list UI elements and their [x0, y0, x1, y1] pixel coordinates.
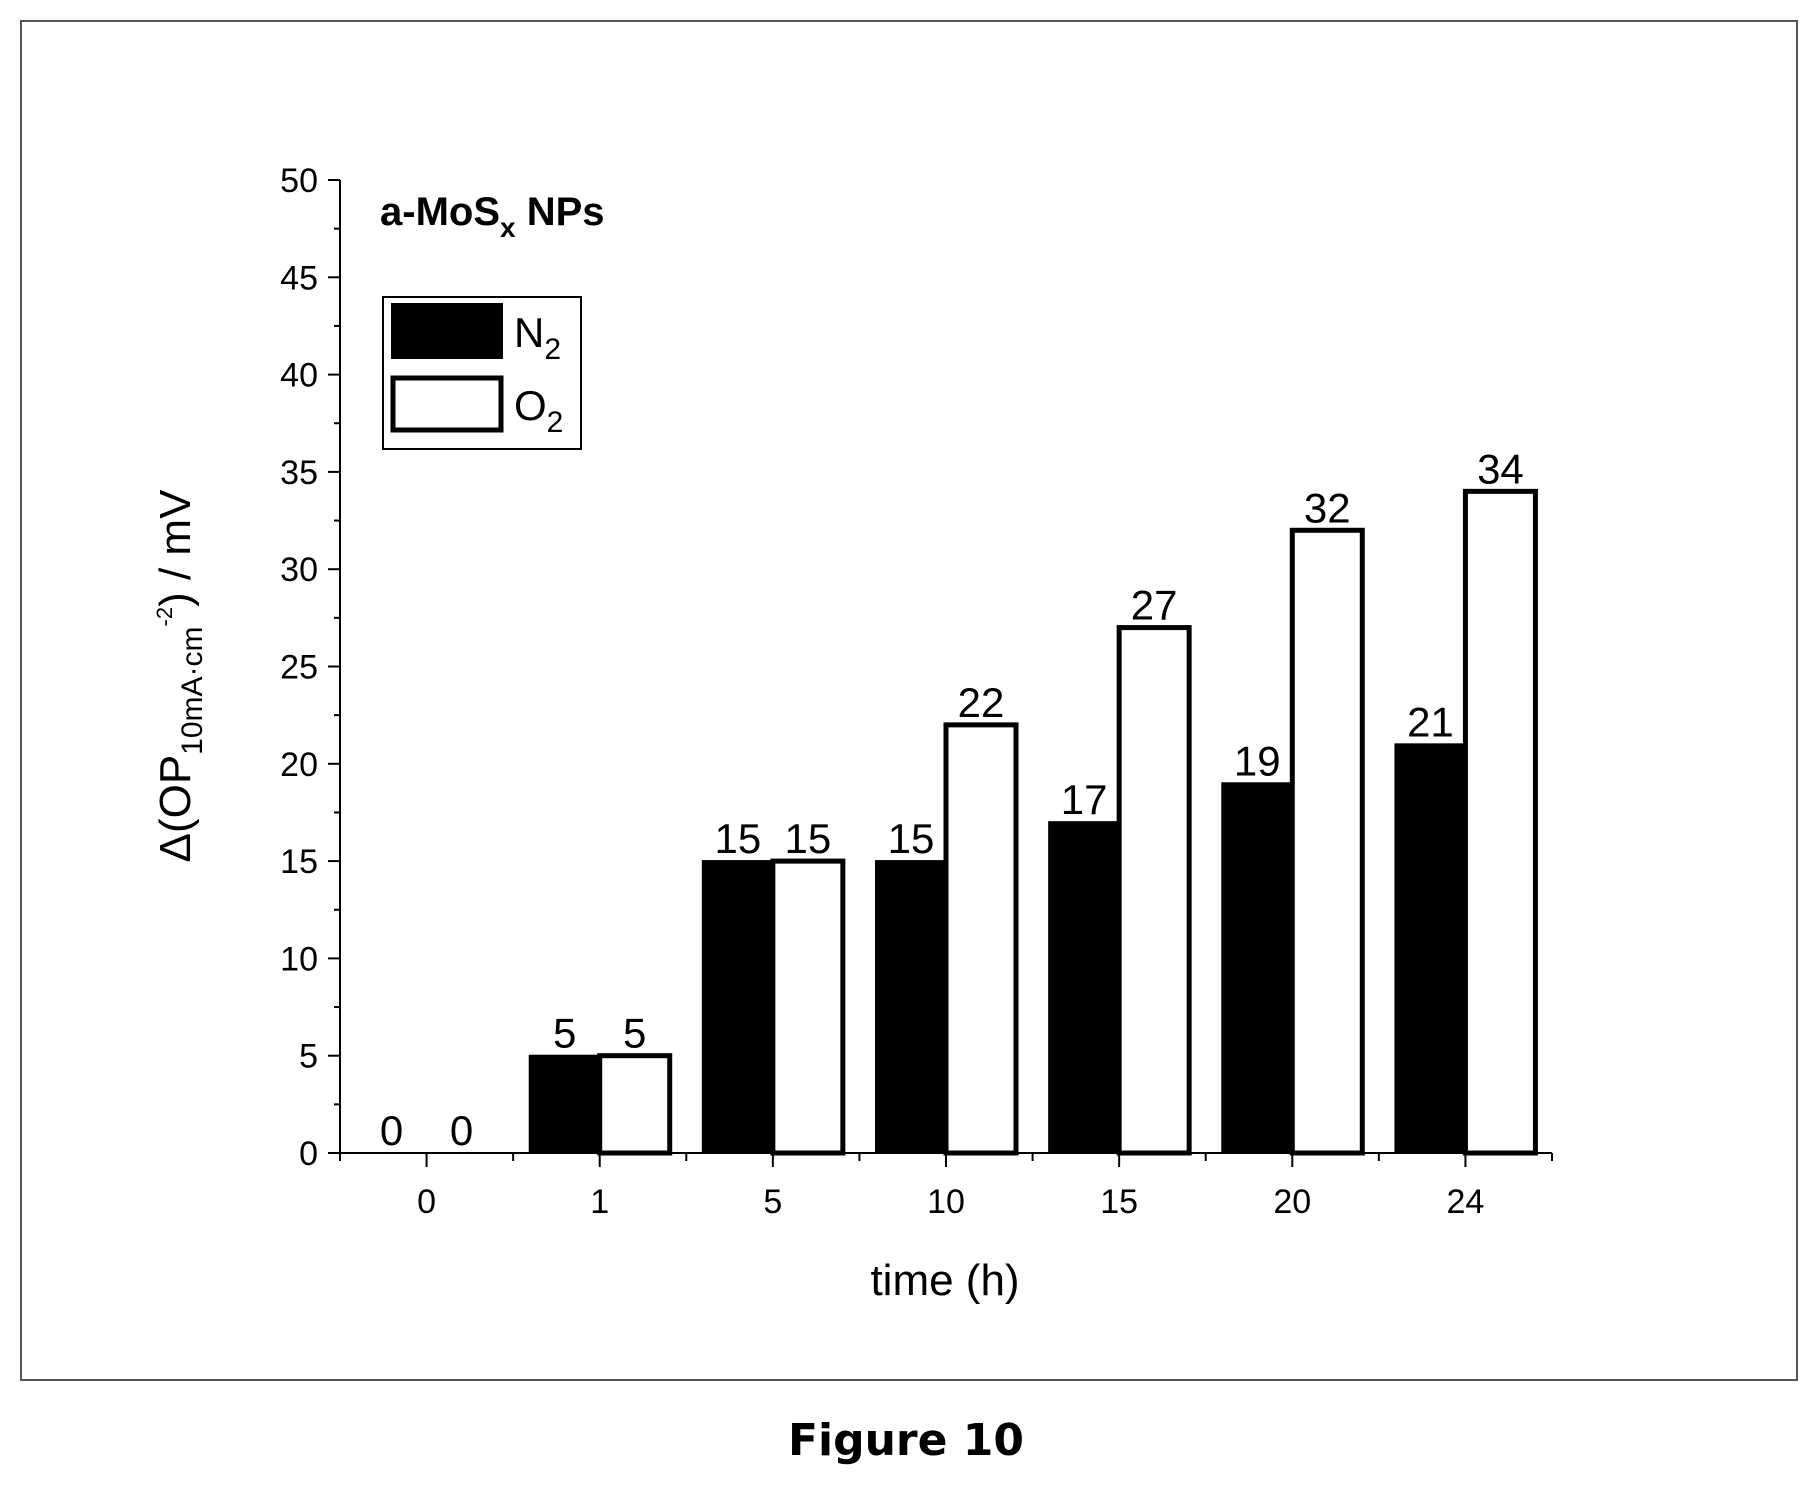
- chart-title: a-MoSx NPs: [380, 190, 605, 243]
- bar-n2-t20: [1221, 782, 1294, 1154]
- y-tick-label-5: 5: [299, 1038, 318, 1076]
- bar-o2-t15: [1116, 625, 1192, 1156]
- y-tick-label-25: 25: [280, 649, 318, 687]
- bar-o2-t1: [597, 1053, 673, 1156]
- bar-n2-t1: [528, 1054, 601, 1154]
- bar-n2-t24: [1394, 743, 1467, 1155]
- y-tick-label-35: 35: [280, 454, 318, 492]
- figure-caption: Figure 10: [787, 1415, 1025, 1466]
- bar-n2-t5: [701, 860, 774, 1154]
- data-label-o2-t15: 27: [1131, 582, 1178, 629]
- bars-layer: [528, 488, 1538, 1156]
- legend-label-n2: N2: [514, 309, 561, 366]
- data-label-o2-t1: 5: [623, 1010, 646, 1057]
- bar-o2-t24: [1462, 488, 1538, 1156]
- figure-frame: [20, 20, 1798, 1381]
- data-label-n2-t20: 19: [1234, 737, 1281, 784]
- data-label-n2-t10: 15: [888, 815, 935, 862]
- data-label-o2-t20: 32: [1304, 484, 1351, 531]
- data-label-n2-t24: 21: [1407, 698, 1454, 745]
- data-label-n2-t15: 17: [1061, 776, 1108, 823]
- data-label-n2-t1: 5: [553, 1010, 576, 1057]
- data-label-n2-t0: 0: [380, 1107, 403, 1154]
- data-label-o2-t24: 34: [1477, 445, 1524, 492]
- x-tick-label-10: 10: [927, 1183, 965, 1221]
- data-label-n2-t5: 15: [714, 815, 761, 862]
- bar-o2-t20: [1289, 527, 1365, 1156]
- y-tick-label-40: 40: [280, 357, 318, 395]
- x-tick-label-20: 20: [1273, 1183, 1311, 1221]
- legend-swatch-o2: [390, 375, 504, 433]
- bar-n2-t10: [875, 860, 947, 1154]
- bar-n2-t15: [1048, 821, 1121, 1154]
- x-tick-label-1: 1: [590, 1183, 609, 1221]
- y-tick-label-0: 0: [299, 1135, 318, 1173]
- data-label-o2-t0: 0: [450, 1107, 473, 1154]
- legend-label-o2: O2: [514, 382, 563, 439]
- data-label-o2-t10: 22: [958, 679, 1005, 726]
- bar-o2-t5: [770, 858, 846, 1156]
- y-axis-label: Δ(OP10mA·cm-2) / mV: [151, 489, 209, 863]
- legend-swatch-n2: [391, 303, 503, 359]
- x-tick-label-15: 15: [1100, 1183, 1138, 1221]
- x-tick-label-5: 5: [763, 1183, 782, 1221]
- y-tick-label-45: 45: [280, 259, 318, 297]
- y-tick-label-10: 10: [280, 940, 318, 978]
- y-tick-label-30: 30: [280, 551, 318, 589]
- x-tick-label-24: 24: [1447, 1183, 1485, 1221]
- y-tick-label-20: 20: [280, 746, 318, 784]
- y-tick-label-50: 50: [280, 162, 318, 200]
- data-label-o2-t5: 15: [784, 815, 831, 862]
- bar-o2-t10: [943, 722, 1019, 1156]
- x-axis-label: time (h): [870, 1256, 1019, 1305]
- chart-title-suffix: NPs: [516, 190, 605, 234]
- data-labels-layer: 0 0 5 5 15 15 15 22 17 27 19 32 21 34: [380, 445, 1524, 1154]
- y-tick-label-15: 15: [280, 843, 318, 881]
- chart-title-subscript: x: [500, 212, 516, 243]
- legend: N2 O2: [382, 296, 582, 450]
- x-tick-label-0: 0: [417, 1183, 436, 1221]
